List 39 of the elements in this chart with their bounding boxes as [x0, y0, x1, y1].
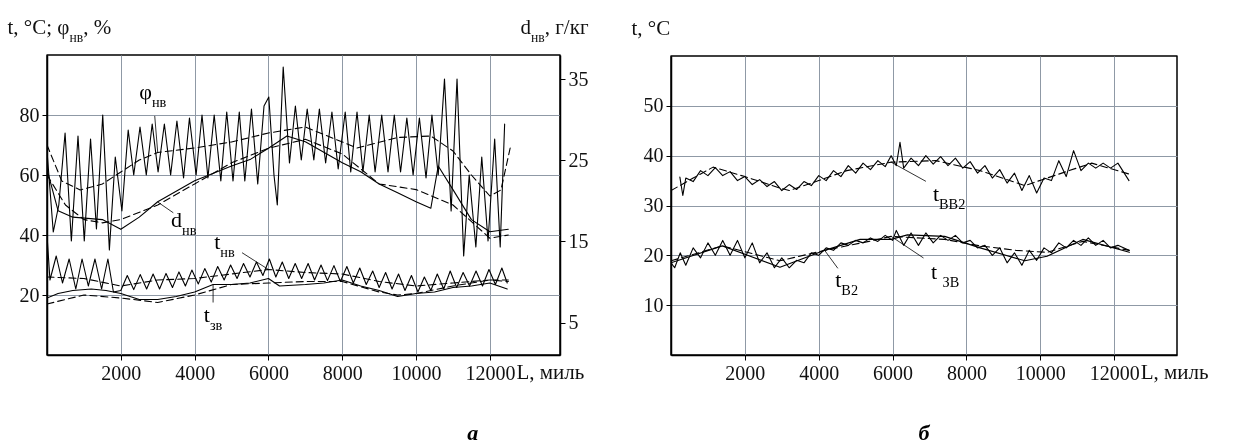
y-tick-label: 60	[19, 163, 40, 186]
y-axis-title: t, °C	[631, 15, 671, 40]
y-tick-label: 50	[643, 94, 664, 117]
y-tick-label: 20	[19, 283, 40, 306]
y2-tick-label: 15	[568, 229, 589, 252]
annotation: t$_{зв}$	[203, 301, 223, 333]
text: а	[467, 420, 479, 441]
y-tick-label: 20	[643, 243, 664, 266]
y-tick-label: 40	[643, 144, 664, 167]
x-axis-title: L, миль	[516, 359, 585, 384]
x-axis-title: L, миль	[1140, 359, 1209, 384]
x-tick-label: 2000	[101, 361, 142, 384]
y-tick-label: 10	[643, 293, 664, 316]
x-tick-label: 6000	[248, 361, 289, 384]
y2-axis-title: d$_{нв}$, г/кг	[520, 14, 589, 44]
x-tick-label: 12000	[1089, 361, 1140, 384]
annotation: φ$_{нв}$	[139, 78, 167, 110]
y2-tick-label: 25	[568, 148, 589, 171]
x-tick-label: 2000	[725, 361, 766, 384]
annotation: t$_{В2}$	[835, 267, 859, 299]
annotation: t $_{ЗВ}$	[930, 259, 960, 291]
x-tick-label: 8000	[322, 361, 363, 384]
x-tick-label: 10000	[1015, 361, 1066, 384]
y-axis-title: t, °C; φ$_{нв}$, %	[7, 14, 112, 44]
annotation: t$_{нв}$	[214, 228, 235, 260]
y-tick-label: 30	[643, 194, 664, 216]
x-tick-label: 12000	[465, 361, 516, 384]
x-tick-label: 4000	[799, 361, 840, 384]
y2-tick-label: 35	[568, 67, 589, 90]
y2-tick-label: 5	[568, 311, 579, 334]
text: б	[918, 420, 931, 441]
y-tick-label: 40	[19, 223, 40, 246]
annotation: t$_{ВВ2}$	[932, 181, 966, 213]
x-tick-label: 10000	[391, 361, 442, 384]
x-tick-label: 4000	[175, 361, 216, 384]
x-tick-label: 6000	[873, 361, 914, 384]
annotation: d$_{нв}$	[171, 207, 197, 238]
y-tick-label: 80	[19, 103, 40, 126]
x-tick-label: 8000	[946, 361, 987, 384]
